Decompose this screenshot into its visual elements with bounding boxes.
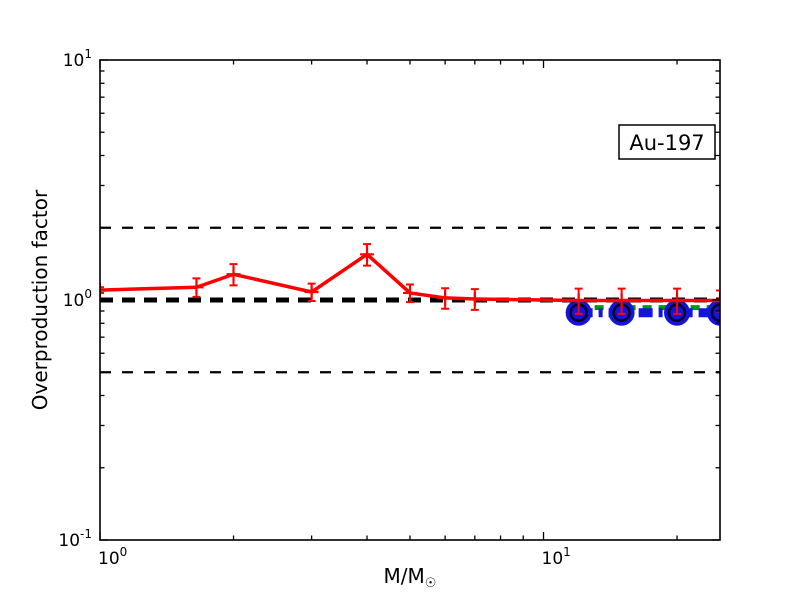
x-axis-label: M/M☉: [384, 564, 437, 591]
plus-marker: [226, 267, 241, 282]
errorbar-caps: [307, 282, 316, 303]
errorbar: [100, 286, 104, 294]
plus-marker: [189, 280, 204, 295]
errorbar-caps: [617, 287, 626, 315]
annotation-box: Au-197: [618, 124, 716, 160]
plus-marker: [614, 293, 629, 308]
plus-marker: [403, 285, 417, 300]
plus-marker: [571, 293, 586, 308]
y-tick-label: 10-1: [58, 527, 92, 551]
errorbar-caps: [673, 287, 682, 315]
plus-marker: [100, 283, 107, 298]
errorbar-caps: [406, 283, 414, 304]
ticks-layer: [99, 59, 720, 541]
annotation-label: Au-197: [629, 131, 704, 155]
errorbar-caps: [574, 287, 583, 315]
series-layer: [100, 226, 720, 374]
plus-marker: [438, 290, 453, 305]
plus-marker: [304, 284, 319, 299]
errorbar-caps: [192, 277, 201, 298]
x-tick-label: 101: [542, 545, 571, 569]
plus-marker: [670, 293, 685, 308]
errorbar-caps: [100, 286, 104, 294]
errorbar-caps: [363, 243, 372, 267]
circle-marker-edge: [710, 303, 720, 323]
axes-frame: [99, 59, 721, 541]
y-tick-label: 100: [63, 287, 92, 311]
series-line: [100, 252, 720, 303]
plus-marker: [360, 247, 375, 262]
x-tick-label: 100: [98, 545, 127, 569]
errorbar-caps: [470, 288, 479, 311]
sun-symbol-icon: ☉: [425, 576, 437, 591]
y-tick-label: 101: [63, 47, 92, 71]
errorbar-caps: [441, 287, 450, 310]
series-blue-dashdot-model: [565, 299, 720, 326]
plus-marker: [467, 291, 482, 306]
y-axis-label: Overproduction factor: [28, 189, 52, 410]
series-red-errorbar-model: [100, 243, 720, 315]
errorbar-caps: [229, 263, 238, 287]
